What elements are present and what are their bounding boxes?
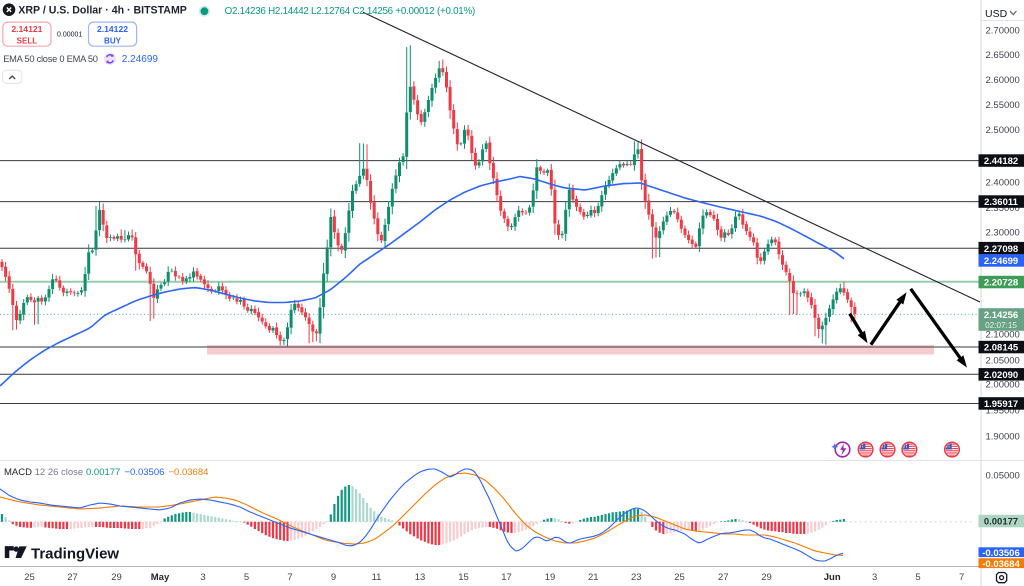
svg-text:2.24699: 2.24699 <box>122 54 159 65</box>
svg-text:2.70000: 2.70000 <box>986 26 1020 37</box>
svg-text:2.65000: 2.65000 <box>986 50 1020 61</box>
svg-text:5: 5 <box>915 572 920 583</box>
svg-text:MACD 12 26 close: MACD 12 26 close <box>4 467 83 478</box>
svg-text:USD: USD <box>985 8 1008 20</box>
svg-text:0.00177: 0.00177 <box>86 467 120 478</box>
svg-text:2.60000: 2.60000 <box>986 75 1020 86</box>
svg-text:11: 11 <box>372 572 382 583</box>
svg-text:2.00000: 2.00000 <box>986 380 1020 391</box>
svg-text:O2.14236 H2.14442 L2.12764 C2.: O2.14236 H2.14442 L2.12764 C2.14256 +0.0… <box>225 6 475 17</box>
svg-text:2.20728: 2.20728 <box>984 278 1018 289</box>
svg-text:-0.03684: -0.03684 <box>982 559 1020 570</box>
svg-text:0.00177: 0.00177 <box>984 517 1018 528</box>
svg-text:25: 25 <box>24 572 35 583</box>
svg-text:2.02090: 2.02090 <box>984 370 1018 381</box>
svg-text:−0.03684: −0.03684 <box>169 467 209 478</box>
svg-text:2.24699: 2.24699 <box>984 256 1018 267</box>
svg-text:29: 29 <box>111 572 122 583</box>
svg-text:27: 27 <box>718 572 729 583</box>
svg-text:0.00001: 0.00001 <box>57 32 82 39</box>
svg-text:3: 3 <box>872 572 877 583</box>
svg-text:2.14256: 2.14256 <box>984 310 1018 321</box>
svg-text:SELL: SELL <box>17 36 38 45</box>
svg-text:2.08145: 2.08145 <box>984 343 1019 354</box>
svg-text:1.95000: 1.95000 <box>986 405 1020 416</box>
svg-text:2.44182: 2.44182 <box>984 156 1018 167</box>
svg-text:2.30000: 2.30000 <box>986 228 1020 239</box>
svg-text:2.14121: 2.14121 <box>11 24 42 34</box>
svg-text:BUY: BUY <box>104 36 122 45</box>
svg-text:21: 21 <box>588 572 599 583</box>
svg-text:2.05000: 2.05000 <box>986 356 1020 367</box>
svg-text:2.40000: 2.40000 <box>986 178 1020 189</box>
svg-text:-0.03506: -0.03506 <box>982 548 1020 559</box>
svg-text:7: 7 <box>287 572 292 583</box>
svg-text:2.27098: 2.27098 <box>984 244 1018 255</box>
svg-text:1.90000: 1.90000 <box>986 432 1020 443</box>
svg-text:2.36011: 2.36011 <box>984 197 1019 208</box>
svg-text:2.50000: 2.50000 <box>986 125 1020 136</box>
svg-text:29: 29 <box>761 572 772 583</box>
svg-text:1.95917: 1.95917 <box>984 399 1018 410</box>
svg-text:May: May <box>151 572 170 583</box>
svg-text:13: 13 <box>415 572 426 583</box>
svg-text:9: 9 <box>331 572 336 583</box>
svg-text:7: 7 <box>959 572 964 583</box>
svg-text:Jun: Jun <box>824 572 841 583</box>
svg-text:−0.03506: −0.03506 <box>125 467 165 478</box>
svg-text:23: 23 <box>631 572 642 583</box>
svg-text:19: 19 <box>545 572 556 583</box>
svg-text:3: 3 <box>200 572 205 583</box>
svg-text:XRP / U.S. Dollar · 4h · BITST: XRP / U.S. Dollar · 4h · BITSTAMP <box>18 5 187 17</box>
svg-text:27: 27 <box>67 572 78 583</box>
svg-text:2.55000: 2.55000 <box>986 100 1020 111</box>
svg-text:02:07:15: 02:07:15 <box>985 321 1017 330</box>
svg-text:5: 5 <box>244 572 249 583</box>
svg-text:2.10000: 2.10000 <box>986 330 1020 341</box>
svg-text:TradingView: TradingView <box>31 546 119 563</box>
svg-text:15: 15 <box>458 572 469 583</box>
svg-text:25: 25 <box>674 572 685 583</box>
svg-text:EMA 50 close 0 EMA 50: EMA 50 close 0 EMA 50 <box>3 54 98 64</box>
svg-text:2.14122: 2.14122 <box>97 24 128 34</box>
svg-text:17: 17 <box>501 572 512 583</box>
svg-text:0.05000: 0.05000 <box>986 471 1020 482</box>
svg-text:2.35000: 2.35000 <box>986 203 1020 214</box>
